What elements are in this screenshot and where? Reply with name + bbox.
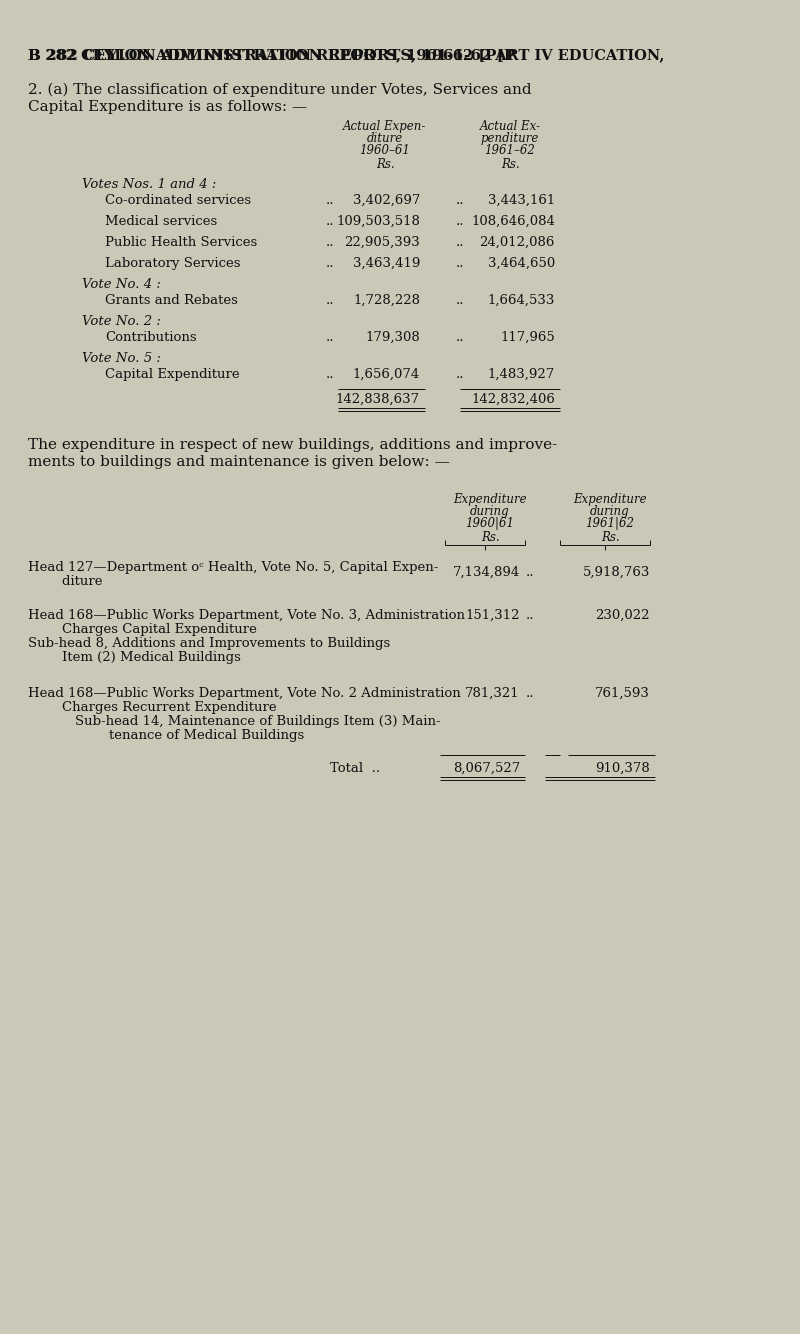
Text: ..: .. <box>456 293 464 307</box>
Text: 108,646,084: 108,646,084 <box>471 215 555 228</box>
Text: ..: .. <box>326 293 334 307</box>
Text: 1,728,228: 1,728,228 <box>353 293 420 307</box>
Text: diture: diture <box>28 575 102 588</box>
Text: Rs.: Rs. <box>601 531 619 544</box>
Text: Actual Expen-: Actual Expen- <box>343 120 426 133</box>
Text: 24,012,086: 24,012,086 <box>480 236 555 249</box>
Text: ..: .. <box>456 331 464 344</box>
Text: B 282 CEYLON ADMINISTRATION REPORTS, 1961-62 [PART IV EDUCATION,: B 282 CEYLON ADMINISTRATION REPORTS, 196… <box>28 48 664 61</box>
Text: 3,464,650: 3,464,650 <box>488 257 555 269</box>
Text: ..: .. <box>326 257 334 269</box>
Text: 142,838,637: 142,838,637 <box>336 394 420 406</box>
Text: B 282 CEYLON ADMINISTRATION REPORTS, 1961-62 [P: B 282 CEYLON ADMINISTRATION REPORTS, 196… <box>28 48 515 61</box>
Text: ..: .. <box>326 331 334 344</box>
Text: 142,832,406: 142,832,406 <box>471 394 555 406</box>
Text: Contributions: Contributions <box>105 331 197 344</box>
Text: during: during <box>590 506 630 518</box>
Text: 1960–61: 1960–61 <box>359 144 410 157</box>
Text: Vote No. 2 :: Vote No. 2 : <box>82 315 161 328</box>
Text: Rs.: Rs. <box>376 157 394 171</box>
Text: 5,918,763: 5,918,763 <box>582 566 650 579</box>
Text: 781,321: 781,321 <box>466 687 520 700</box>
Text: 3,402,697: 3,402,697 <box>353 193 420 207</box>
Text: Head 127—Department oᶜ Health, Vote No. 5, Capital Expen-: Head 127—Department oᶜ Health, Vote No. … <box>28 562 438 574</box>
Text: 109,503,518: 109,503,518 <box>336 215 420 228</box>
Text: Charges Capital Expenditure: Charges Capital Expenditure <box>28 623 257 636</box>
Text: Item (2) Medical Buildings: Item (2) Medical Buildings <box>28 651 241 664</box>
Text: Sub-head 14, Maintenance of Buildings Item (3) Main-: Sub-head 14, Maintenance of Buildings It… <box>75 715 441 728</box>
Text: 8,067,527: 8,067,527 <box>453 762 520 775</box>
Text: ..: .. <box>456 368 464 382</box>
Text: Head 168—Public Works Department, Vote No. 3, Administration: Head 168—Public Works Department, Vote N… <box>28 610 465 622</box>
Text: Head 168—Public Works Department, Vote No. 2 Administration: Head 168—Public Works Department, Vote N… <box>28 687 461 700</box>
Text: Vote No. 5 :: Vote No. 5 : <box>82 352 161 366</box>
Text: Capital Expenditure: Capital Expenditure <box>105 368 240 382</box>
Text: ..: .. <box>326 193 334 207</box>
Text: ..: .. <box>526 566 534 579</box>
Text: Expenditure: Expenditure <box>573 494 647 506</box>
Text: 1960|61: 1960|61 <box>466 518 514 530</box>
Text: tenance of Medical Buildings: tenance of Medical Buildings <box>75 728 304 742</box>
Text: Expenditure: Expenditure <box>453 494 527 506</box>
Text: Vote No. 4 :: Vote No. 4 : <box>82 277 161 291</box>
Text: ..: .. <box>326 368 334 382</box>
Text: 761,593: 761,593 <box>595 687 650 700</box>
Text: Rs.: Rs. <box>481 531 499 544</box>
Text: during: during <box>470 506 510 518</box>
Text: The expenditure in respect of new buildings, additions and improve-: The expenditure in respect of new buildi… <box>28 438 558 452</box>
Text: 1,656,074: 1,656,074 <box>353 368 420 382</box>
Text: 1,483,927: 1,483,927 <box>488 368 555 382</box>
Text: diture: diture <box>367 132 403 145</box>
Text: 3,463,419: 3,463,419 <box>353 257 420 269</box>
Text: 1961–62: 1961–62 <box>485 144 535 157</box>
Text: 3,443,161: 3,443,161 <box>488 193 555 207</box>
Text: Votes Nos. 1 and 4 :: Votes Nos. 1 and 4 : <box>82 177 216 191</box>
Text: ..: .. <box>326 236 334 249</box>
Text: ..: .. <box>456 193 464 207</box>
Text: 22,905,393: 22,905,393 <box>344 236 420 249</box>
Text: Charges Recurrent Expenditure: Charges Recurrent Expenditure <box>28 700 277 714</box>
Text: Total  ..: Total .. <box>330 762 380 775</box>
Text: 151,312: 151,312 <box>466 610 520 622</box>
Text: 117,965: 117,965 <box>500 331 555 344</box>
Text: Grants and Rebates: Grants and Rebates <box>105 293 238 307</box>
Text: ..: .. <box>456 215 464 228</box>
Text: ments to buildings and maintenance is given below: —: ments to buildings and maintenance is gi… <box>28 455 450 470</box>
Text: ..: .. <box>526 610 534 622</box>
Text: 230,022: 230,022 <box>595 610 650 622</box>
Text: penditure: penditure <box>481 132 539 145</box>
Text: ..: .. <box>326 215 334 228</box>
Text: 1961|62: 1961|62 <box>586 518 634 530</box>
Text: ..: .. <box>456 236 464 249</box>
Text: 1,664,533: 1,664,533 <box>488 293 555 307</box>
Text: Laboratory Services: Laboratory Services <box>105 257 241 269</box>
Text: 179,308: 179,308 <box>366 331 420 344</box>
Text: Sub-head 8, Additions and Improvements to Buildings: Sub-head 8, Additions and Improvements t… <box>28 638 390 650</box>
Text: Capital Expenditure is as follows: —: Capital Expenditure is as follows: — <box>28 100 307 113</box>
Text: Co-ordinated services: Co-ordinated services <box>105 193 251 207</box>
Text: ..: .. <box>526 687 534 700</box>
Text: 910,378: 910,378 <box>595 762 650 775</box>
Text: 7,134,894: 7,134,894 <box>453 566 520 579</box>
Text: Medical services: Medical services <box>105 215 218 228</box>
Text: Actual Ex-: Actual Ex- <box>479 120 541 133</box>
Text: Public Health Services: Public Health Services <box>105 236 258 249</box>
Text: ..: .. <box>456 257 464 269</box>
Text: 2. (a) The classification of expenditure under Votes, Services and: 2. (a) The classification of expenditure… <box>28 83 532 97</box>
Text: Rs.: Rs. <box>501 157 519 171</box>
